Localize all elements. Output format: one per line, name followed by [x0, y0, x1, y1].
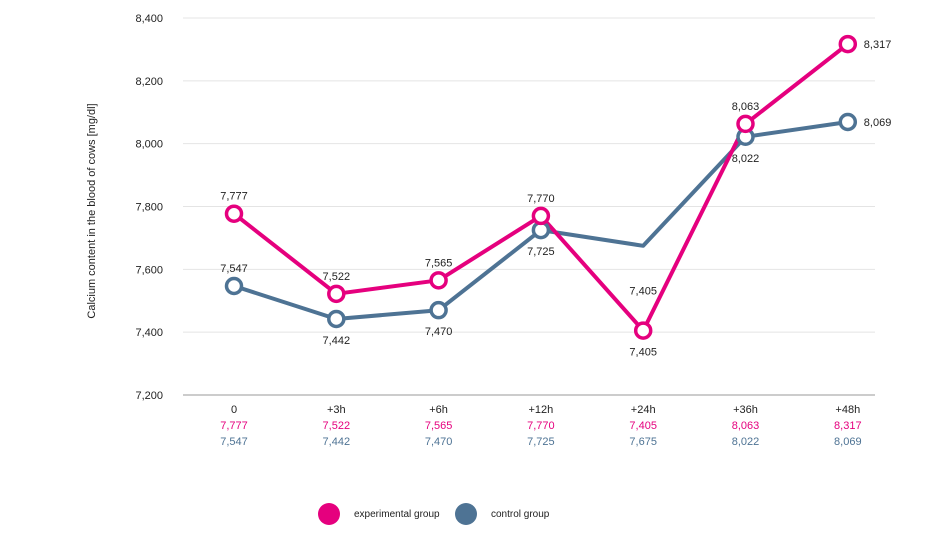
y-tick-label: 7,200: [135, 390, 163, 402]
y-tick-label: 7,800: [135, 202, 163, 214]
series-lines: [232, 42, 850, 333]
table-value-control: 8,022: [732, 436, 760, 448]
point-label-control: 7,470: [425, 326, 453, 338]
y-axis-label: Calcium content in the blood of cows [mg…: [86, 103, 98, 318]
table-value-experimental: 7,770: [527, 420, 555, 432]
point-label-control: 7,405: [629, 286, 657, 298]
marker-control: [224, 276, 244, 296]
x-tick-label: +48h: [835, 404, 860, 416]
table-value-experimental: 8,317: [834, 420, 862, 432]
gridlines: [183, 17, 875, 396]
point-label-experimental: 7,405: [629, 347, 657, 359]
y-tick-label: 8,400: [135, 13, 163, 25]
point-labels: 7,777 7,522 7,565 7,770 7,405 8,063 8,317 7,547…: [220, 39, 891, 359]
marker-experimental: [327, 284, 346, 304]
table-value-experimental: 7,405: [629, 420, 657, 432]
x-tick-label: +36h: [733, 404, 758, 416]
table-value-experimental: 7,565: [425, 420, 453, 432]
marker-experimental: [736, 114, 755, 134]
table-value-control: 7,442: [323, 436, 351, 448]
point-label-experimental: 7,522: [323, 271, 351, 283]
point-label-experimental: 7,565: [425, 257, 453, 269]
y-tick-label: 8,200: [135, 76, 163, 88]
table-value-control: 7,725: [527, 436, 555, 448]
table-value-control: 7,675: [629, 436, 657, 448]
point-label-control: 7,725: [527, 246, 555, 258]
marker-experimental: [633, 321, 653, 340]
point-label-control: 7,547: [220, 263, 248, 275]
marker-control: [429, 300, 448, 320]
y-tick-label: 7,400: [135, 327, 163, 339]
series-line-experimental: [232, 42, 850, 333]
point-label-control: 7,442: [323, 335, 351, 347]
table-value-experimental: 7,777: [220, 420, 248, 432]
y-axis-ticks: 7,200 7,400 7,600 7,800 8,000 8,200 8,400: [135, 13, 163, 402]
x-tick-label: +3h: [327, 404, 346, 416]
point-label-experimental: 7,770: [527, 193, 555, 205]
table-value-experimental: 7,522: [323, 420, 351, 432]
table-value-control: 7,547: [220, 436, 248, 448]
marker-experimental: [531, 206, 551, 226]
series-markers: [224, 34, 858, 340]
line-chart: 7,200 7,400 7,600 7,800 8,000 8,200 8,400 Calc…: [86, 13, 891, 448]
marker-experimental: [429, 271, 448, 290]
legend-control-swatch: [455, 503, 477, 525]
table-value-control: 7,470: [425, 436, 453, 448]
x-tick-label: +12h: [529, 404, 554, 416]
legend-experimental: experimental group: [318, 502, 440, 526]
marker-experimental: [224, 204, 244, 223]
marker-control: [327, 309, 346, 329]
marker-experimental: [838, 34, 858, 54]
y-tick-label: 8,000: [135, 139, 163, 151]
x-tick-label: 0: [231, 404, 237, 416]
legend-experimental-swatch: [318, 503, 340, 525]
category-table: 0 +3h +6h +12h +24h +36h +48h 7,777 7,522 7,565 7,…: [220, 404, 861, 448]
point-label-experimental: 7,777: [220, 191, 248, 203]
point-label-control: 8,069: [864, 117, 892, 129]
legend-control: control group: [455, 502, 549, 526]
point-label-experimental: 8,063: [732, 101, 760, 113]
table-value-control: 8,069: [834, 436, 862, 448]
table-value-experimental: 8,063: [732, 420, 760, 432]
x-tick-label: +24h: [631, 404, 656, 416]
y-tick-label: 7,600: [135, 264, 163, 276]
point-label-experimental: 8,317: [864, 39, 892, 51]
legend-experimental-label: experimental group: [354, 508, 440, 520]
x-tick-label: +6h: [429, 404, 448, 416]
point-label-control: 8,022: [732, 153, 760, 165]
marker-control: [838, 112, 858, 132]
legend-control-label: control group: [491, 508, 550, 520]
